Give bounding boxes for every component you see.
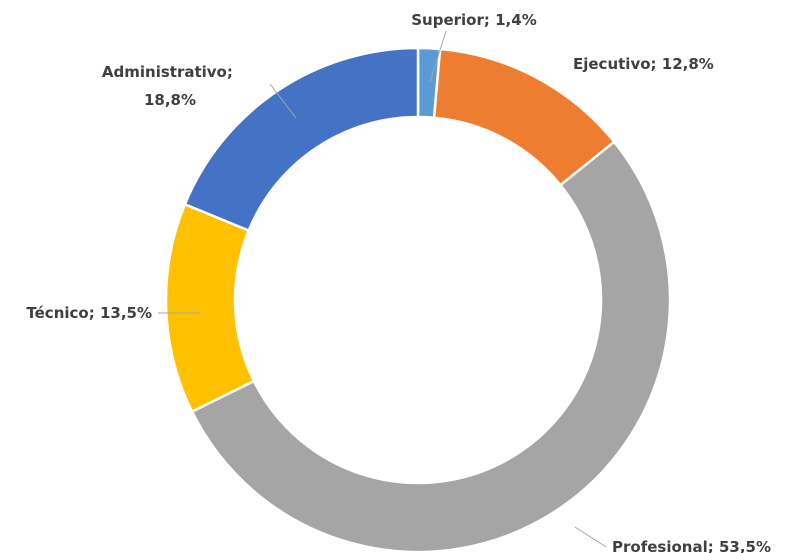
label-category: Profesional xyxy=(612,538,708,553)
label-separator: ; xyxy=(227,63,238,81)
leader-line xyxy=(574,526,607,548)
label-category: Técnico xyxy=(26,304,88,322)
label-value: 18,8% xyxy=(144,91,196,109)
data-label: Superior; 1,4% xyxy=(411,11,536,29)
label-category: Administrativo xyxy=(102,63,227,81)
label-value: 12,8% xyxy=(662,55,714,73)
donut-slice xyxy=(190,140,672,553)
label-category: Ejecutivo xyxy=(573,55,651,73)
label-separator: ; xyxy=(89,304,100,322)
label-value: 53,5% xyxy=(719,538,771,553)
data-label: Profesional; 53,5% xyxy=(612,538,771,553)
label-separator: ; xyxy=(708,538,719,553)
label-value: 13,5% xyxy=(100,304,152,322)
donut-slice xyxy=(183,46,420,233)
data-label: Administrativo; 18,8% xyxy=(102,63,238,109)
leader-line xyxy=(429,30,447,83)
label-category: Superior xyxy=(411,11,484,29)
label-separator: ; xyxy=(484,11,495,29)
label-separator: ; xyxy=(651,55,662,73)
donut-slice xyxy=(164,202,256,414)
label-value: 1,4% xyxy=(495,11,537,29)
leader-line xyxy=(269,83,297,119)
data-label: Ejecutivo; 12,8% xyxy=(573,55,714,73)
data-label: Técnico; 13,5% xyxy=(26,304,152,322)
